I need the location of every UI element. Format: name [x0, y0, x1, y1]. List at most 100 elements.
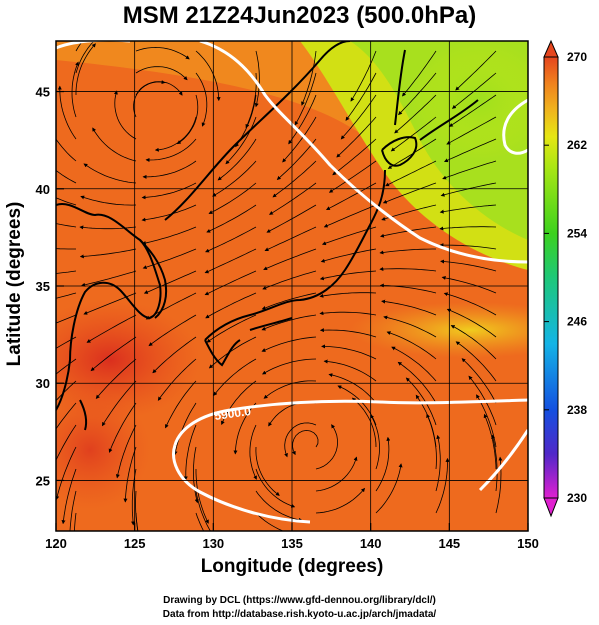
streamline: [148, 314, 197, 347]
streamline: [262, 270, 317, 290]
streamline: [315, 487, 366, 514]
streamline: [92, 127, 137, 162]
y-tick-label: 35: [36, 279, 50, 294]
colorbar-top-arrow: [543, 39, 559, 58]
streamline: [319, 311, 377, 316]
streamline: [208, 336, 257, 369]
streamline: [263, 380, 317, 399]
streamline: [261, 336, 317, 352]
streamline: [225, 116, 257, 165]
streamline: [56, 223, 77, 228]
streamlines: [56, 41, 503, 531]
y-axis-ticks: 25 30 35 40 45: [36, 85, 64, 488]
streamline: [288, 94, 317, 145]
streamline: [69, 490, 77, 531]
streamline: [73, 512, 77, 531]
streamline: [56, 138, 77, 162]
streamline: [263, 248, 317, 271]
streamline: [135, 66, 188, 81]
streamline: [483, 413, 497, 470]
streamline: [135, 46, 190, 60]
streamline: [195, 50, 221, 102]
streamline: [192, 446, 199, 504]
streamline: [205, 292, 257, 319]
streamline: [56, 170, 77, 184]
streamline: [83, 163, 137, 184]
streamline: [141, 226, 197, 245]
streamline: [195, 72, 208, 127]
streamline: [183, 424, 197, 481]
streamline: [157, 358, 197, 401]
streamline: [86, 314, 137, 343]
streamline: [206, 204, 257, 233]
streamline: [390, 116, 437, 152]
streamline: [143, 270, 197, 294]
streamline: [455, 341, 497, 382]
streamline: [315, 424, 339, 470]
streamline: [204, 248, 257, 274]
streamline: [115, 424, 137, 479]
streamline: [276, 138, 317, 181]
streamline: [217, 138, 257, 181]
streamline: [491, 434, 498, 492]
streamline: [446, 116, 497, 145]
streamline: [405, 377, 437, 426]
streamline: [284, 422, 317, 458]
streamline: [450, 325, 497, 360]
streamline: [56, 270, 77, 274]
streamline: [79, 225, 137, 230]
temperature-field: [56, 41, 528, 531]
colorbar-tick-label: 246: [567, 315, 587, 329]
streamline: [75, 43, 96, 95]
streamline: [370, 414, 380, 470]
streamline: [351, 397, 377, 448]
streamline: [165, 380, 197, 429]
streamline: [141, 182, 197, 200]
streamline: [101, 380, 137, 427]
streamline: [319, 328, 377, 338]
streamline: [56, 336, 77, 349]
contour-label: 5900.0: [213, 404, 252, 423]
colorbar-ramp: [543, 56, 559, 499]
streamline: [319, 270, 377, 281]
streamline: [468, 375, 497, 426]
streamline: [255, 512, 284, 531]
streamline: [440, 259, 497, 272]
streamline: [195, 512, 205, 531]
streamline: [195, 469, 209, 524]
streamline: [206, 314, 257, 343]
streamline: [397, 361, 437, 404]
streamline: [255, 468, 296, 508]
streamline: [320, 248, 377, 263]
x-axis-ticks: 120 125 130 135 140 145 150: [45, 523, 539, 551]
streamline: [213, 358, 257, 396]
streamline: [254, 50, 260, 108]
colorbar-tick-label: 254: [567, 226, 587, 240]
streamline: [90, 336, 137, 372]
streamline: [443, 138, 497, 163]
streamline: [75, 41, 95, 74]
y-tick-label: 25: [36, 473, 50, 488]
streamline: [83, 292, 137, 315]
x-tick-label: 140: [360, 536, 382, 551]
streamline: [301, 50, 317, 106]
streamline: [451, 72, 497, 109]
streamline: [461, 358, 497, 404]
x-tick-label: 135: [281, 536, 303, 551]
streamline: [145, 138, 197, 162]
streamline: [261, 314, 317, 331]
streamline: [57, 85, 77, 140]
streamline: [328, 160, 377, 193]
streamline: [56, 446, 77, 501]
streamline: [455, 50, 497, 91]
streamline: [108, 402, 137, 453]
streamline: [319, 292, 377, 298]
streamline: [113, 90, 137, 140]
streamline: [255, 490, 303, 522]
streamline: [441, 275, 497, 294]
streamline: [61, 468, 77, 525]
streamline: [350, 50, 377, 102]
y-axis-label: Latitude (degrees): [4, 201, 25, 367]
